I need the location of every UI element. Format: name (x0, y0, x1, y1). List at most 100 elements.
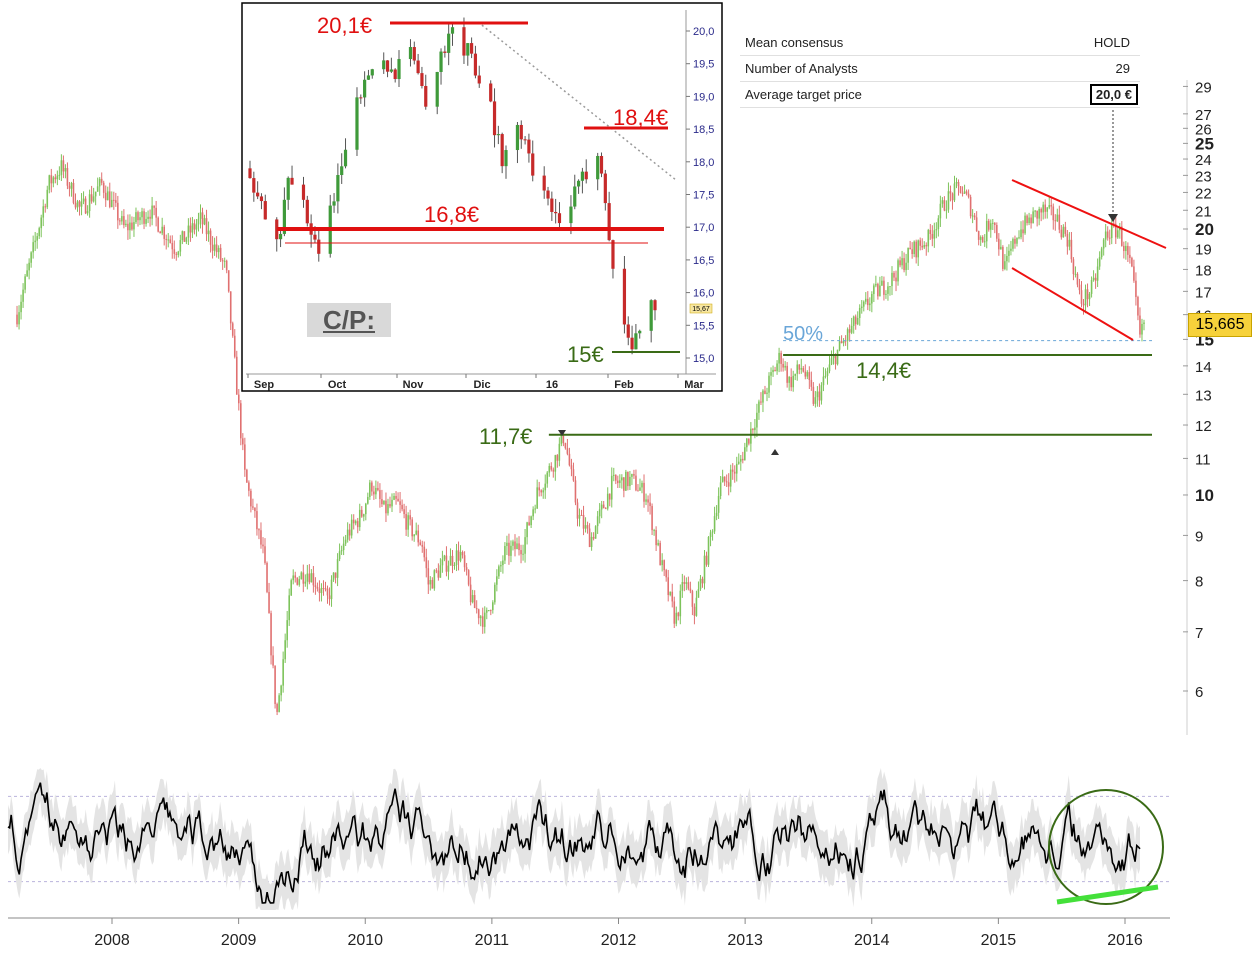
candle-body (52, 177, 55, 184)
candle-body (500, 565, 502, 567)
candle-body (621, 477, 623, 481)
candle-body (560, 433, 563, 444)
inset-candle-body (382, 60, 386, 70)
candle-body (358, 509, 361, 528)
candle-body (703, 555, 706, 584)
x-tick-label: 2015 (981, 932, 1017, 949)
candle-body (1080, 290, 1083, 304)
candle-body (544, 483, 547, 491)
candle-body (149, 216, 151, 219)
candle-body (284, 640, 286, 660)
inset-candle-body (363, 79, 367, 98)
candle-body (183, 231, 186, 242)
candle-body (352, 519, 355, 524)
inset-candle-body (278, 233, 283, 240)
candle-body (1121, 226, 1123, 246)
inset-candle-body (626, 324, 630, 338)
y-tick-label: 27 (1195, 107, 1212, 124)
candle-body (602, 504, 605, 509)
candle-body (419, 542, 422, 545)
candle-body (1022, 229, 1024, 234)
inset-candle-body (256, 192, 260, 197)
candle-body (86, 211, 89, 214)
y-tick-label: 7 (1195, 625, 1203, 642)
candle-body (862, 301, 865, 307)
candle-body (820, 385, 823, 401)
candle-body (268, 591, 270, 614)
candle-body (937, 218, 940, 230)
candle-body (977, 230, 980, 240)
candle-body (842, 340, 845, 344)
candle-body (1044, 204, 1047, 212)
inset-candle-body (424, 85, 428, 107)
inset-candle-body (653, 300, 657, 311)
candle-body (540, 490, 542, 493)
candle-body (697, 589, 700, 598)
candle-body (981, 237, 984, 242)
oscillator-panel (7, 768, 1170, 910)
consensus-table: Mean consensus HOLD Number of Analysts 2… (740, 30, 1140, 108)
candle-body (959, 186, 962, 193)
candle-body (246, 469, 248, 483)
candle-body (889, 286, 891, 288)
candle-body (381, 499, 383, 505)
candle-body (125, 223, 127, 226)
inset-candle-body (622, 268, 627, 325)
candle-body (66, 168, 69, 186)
candle-body (1123, 245, 1125, 252)
inset-candle-body (546, 190, 550, 199)
candle-body (72, 182, 75, 203)
candle-body (623, 477, 625, 491)
x-tick-label: 2013 (727, 932, 763, 949)
inset-candle-body (573, 186, 577, 207)
candle-body (485, 610, 488, 613)
candle-body (461, 552, 464, 556)
candle-body (693, 606, 696, 616)
candle-body (189, 225, 192, 233)
candle-body (242, 438, 244, 445)
candle-body (449, 555, 452, 566)
candle-body (961, 192, 964, 194)
candle-body (885, 293, 887, 295)
candle-body (300, 572, 303, 580)
inset-candle-body (580, 171, 585, 181)
candle-body (707, 536, 710, 565)
analysts-label: Number of Analysts (745, 61, 858, 76)
candle-body (1129, 254, 1131, 258)
candle-body (998, 238, 1000, 250)
candle-body (1058, 214, 1061, 230)
inset-candle-body (527, 139, 531, 154)
candle-body (117, 202, 119, 221)
candle-body (991, 222, 994, 224)
inset-candle-body (252, 178, 256, 193)
candle-body (278, 695, 280, 712)
y-tick-label: 24 (1195, 152, 1212, 169)
candle-body (677, 612, 680, 617)
candle-body (530, 516, 532, 526)
annotations: 14,4€ 11,7€ 50% (479, 110, 1167, 455)
candle-body (635, 475, 637, 491)
candle-body (169, 239, 172, 243)
candle-body (338, 551, 341, 560)
candle-body (776, 363, 778, 372)
candle-body (256, 511, 258, 530)
candle-body (651, 506, 653, 531)
inset-candle-body (584, 171, 588, 180)
candle-body (1012, 238, 1014, 249)
candle-body (508, 542, 510, 556)
target-label: Average target price (745, 87, 862, 102)
candle-body (546, 472, 549, 484)
inset-candle-body (355, 97, 359, 150)
inset-candle-body (569, 206, 573, 224)
candle-body (1116, 230, 1119, 238)
candle-body (375, 487, 377, 495)
candle-body (899, 260, 901, 266)
candle-body (312, 573, 315, 586)
candle-body (883, 280, 885, 295)
inset-trendline (477, 21, 677, 181)
candle-body (810, 379, 813, 387)
last-price-badge: 15,665 (1188, 313, 1252, 337)
candle-body (1139, 315, 1141, 335)
candle-body (673, 601, 676, 624)
candle-body (181, 231, 184, 241)
